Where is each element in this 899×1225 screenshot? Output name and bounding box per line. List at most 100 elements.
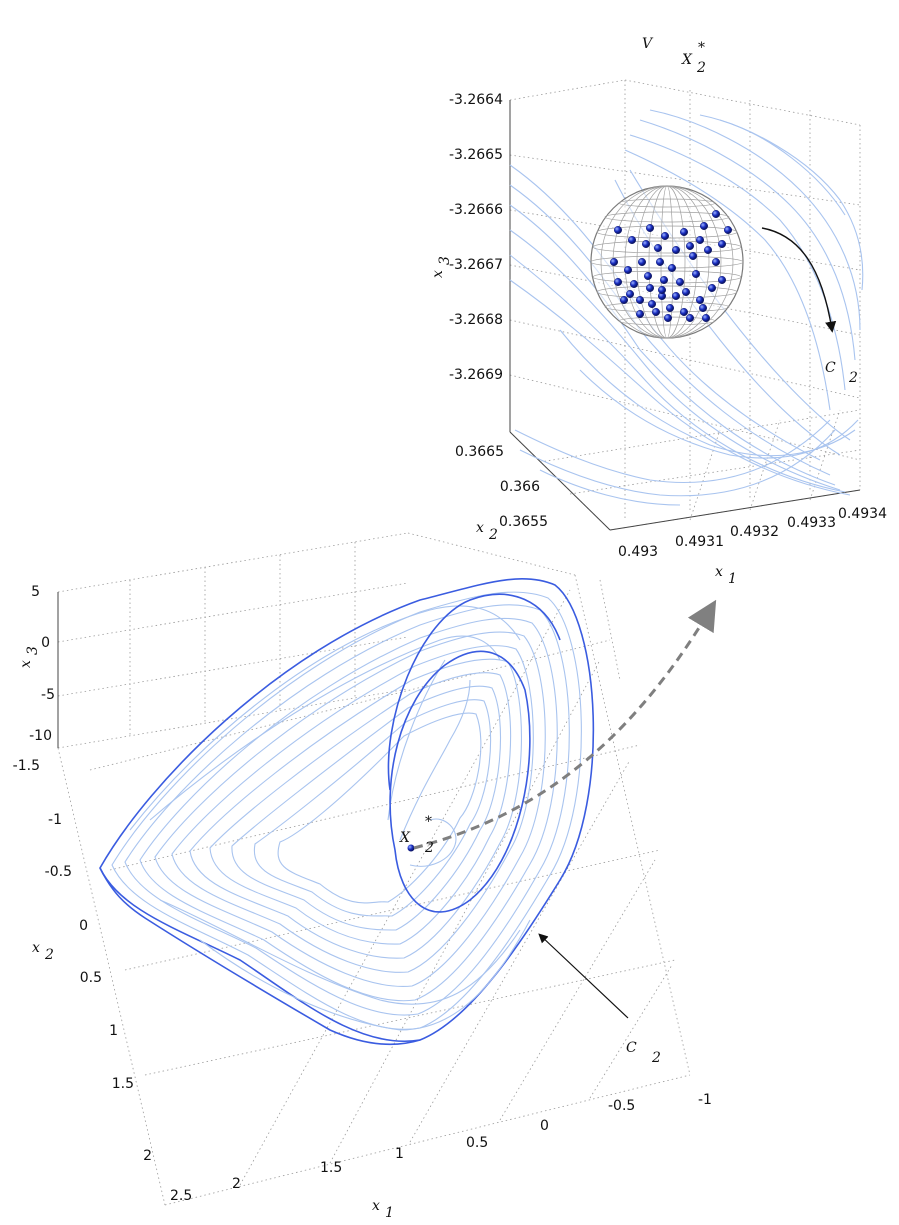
- svg-text:2: 2: [651, 1050, 661, 1066]
- inset-title: V X 2 *: [642, 36, 706, 76]
- svg-text:1: 1: [728, 571, 737, 587]
- svg-text:x: x: [32, 940, 40, 956]
- inset-point: [718, 239, 727, 248]
- x2-tick: 2: [143, 1148, 152, 1164]
- inset-x3-tick: -3.2668: [449, 312, 503, 328]
- svg-text:2: 2: [848, 370, 858, 386]
- inset-point: [656, 258, 665, 267]
- inset-point: [712, 258, 721, 267]
- inset-x3-tick: -3.2666: [449, 202, 503, 218]
- inset-point: [724, 225, 733, 234]
- inset-point: [660, 276, 669, 285]
- inset-point: [666, 304, 675, 313]
- inset-x3-tick: -3.2665: [449, 147, 503, 163]
- inset-point: [680, 308, 689, 317]
- x2-tick: 0: [79, 918, 88, 934]
- inset-point: [620, 296, 629, 305]
- inset-point: [668, 264, 677, 273]
- main-grid: [57, 532, 691, 1206]
- inset-point: [696, 296, 705, 305]
- x1-ticks: -1 -0.5 0 0.5 1 1.5 2 2.5: [170, 1092, 712, 1204]
- svg-text:3: 3: [25, 646, 41, 655]
- svg-text:X: X: [681, 52, 693, 68]
- inset-point: [630, 280, 639, 289]
- inset-x2-tick: 0.3665: [455, 444, 504, 460]
- inset-point: [680, 227, 689, 236]
- x1-tick: -1: [698, 1092, 712, 1108]
- inset-x1-tick: 0.4931: [675, 534, 724, 550]
- svg-text:2: 2: [424, 840, 434, 856]
- inset-x3-tick: -3.2669: [449, 367, 503, 383]
- inset-x2-axis-label: x 2: [476, 520, 498, 543]
- inset-point: [644, 272, 653, 281]
- inset-point: [708, 284, 717, 293]
- inset-point: [628, 235, 637, 244]
- main-trajectory: [99, 578, 595, 1046]
- inset-point: [658, 286, 667, 295]
- inset-x3-axis-label: x 3: [430, 256, 453, 278]
- inset-x1-axis-label: x 1: [715, 564, 737, 587]
- inset-x2-ticks: 0.3655 0.366 0.3665: [455, 444, 548, 530]
- inset-point: [712, 209, 721, 218]
- x1-tick: 2: [232, 1176, 241, 1192]
- equilibrium-point: [407, 844, 415, 852]
- inset-point: [614, 225, 623, 234]
- x1-tick: 1: [395, 1146, 404, 1162]
- svg-text:X: X: [399, 830, 411, 846]
- inset-trajectory: [509, 109, 864, 506]
- zoom-arrow: [413, 599, 717, 850]
- inset-point: [654, 243, 663, 252]
- inset-x1-tick: 0.4933: [787, 515, 836, 531]
- inset-point: [646, 223, 655, 232]
- inset-point: [626, 290, 635, 299]
- x3-tick: -5: [41, 687, 55, 703]
- x3-tick: -10: [29, 728, 52, 744]
- inset-point: [638, 258, 647, 267]
- inset-point: [652, 308, 661, 317]
- svg-text:C: C: [626, 1040, 637, 1056]
- inset-point: [642, 239, 651, 248]
- x2-tick: -1.5: [13, 758, 40, 774]
- svg-text:C: C: [825, 360, 836, 376]
- inset-x1-tick: 0.4932: [730, 524, 779, 540]
- inset-point: [646, 284, 655, 293]
- inset-point: [664, 314, 673, 323]
- inset-x1-ticks: 0.493 0.4931 0.4932 0.4933 0.4934: [618, 506, 887, 560]
- x1-tick: 0.5: [466, 1135, 488, 1151]
- inset-x1-tick: 0.4934: [838, 506, 887, 522]
- c2-arrow-main: [538, 933, 629, 1019]
- x1-tick: -0.5: [608, 1098, 635, 1114]
- inset-point: [672, 292, 681, 301]
- inset-point: [676, 278, 685, 287]
- inset-point: [696, 235, 705, 244]
- inset-point: [692, 270, 701, 279]
- inset-point: [682, 288, 691, 297]
- x3-ticks: 5 0 -5 -10: [29, 584, 55, 744]
- x2-ticks: -1.5 -1 -0.5 0 0.5 1 1.5 2: [13, 758, 152, 1164]
- inset-point: [686, 241, 695, 250]
- inset-point: [700, 221, 709, 230]
- svg-text:x: x: [372, 1198, 380, 1214]
- x2-tick: -0.5: [45, 864, 72, 880]
- x3-axis-label: x 3: [18, 646, 41, 668]
- x3-tick: 5: [31, 584, 40, 600]
- svg-text:1: 1: [385, 1205, 394, 1221]
- trajectory-label-inset: C 2: [825, 360, 858, 386]
- svg-text:x: x: [715, 564, 723, 580]
- trajectory-label-main: C 2: [626, 1040, 661, 1066]
- svg-text:*: *: [425, 814, 432, 830]
- svg-text:2: 2: [44, 947, 54, 963]
- inset-point: [686, 314, 695, 323]
- svg-text:x: x: [476, 520, 484, 536]
- inset-point: [704, 245, 713, 254]
- inset-x2-tick: 0.3655: [499, 514, 548, 530]
- inset-point: [689, 251, 698, 260]
- inset-point: [672, 245, 681, 254]
- x3-tick: 0: [41, 635, 50, 651]
- inset-x1-tick: 0.493: [618, 544, 658, 560]
- inset-point: [614, 278, 623, 287]
- x2-tick: 1: [109, 1023, 118, 1039]
- inset-plot: V X 2 * C 2 -3.2664 -3.2665 -3.2666 -3.2…: [430, 36, 887, 587]
- inset-x2-tick: 0.366: [500, 479, 540, 495]
